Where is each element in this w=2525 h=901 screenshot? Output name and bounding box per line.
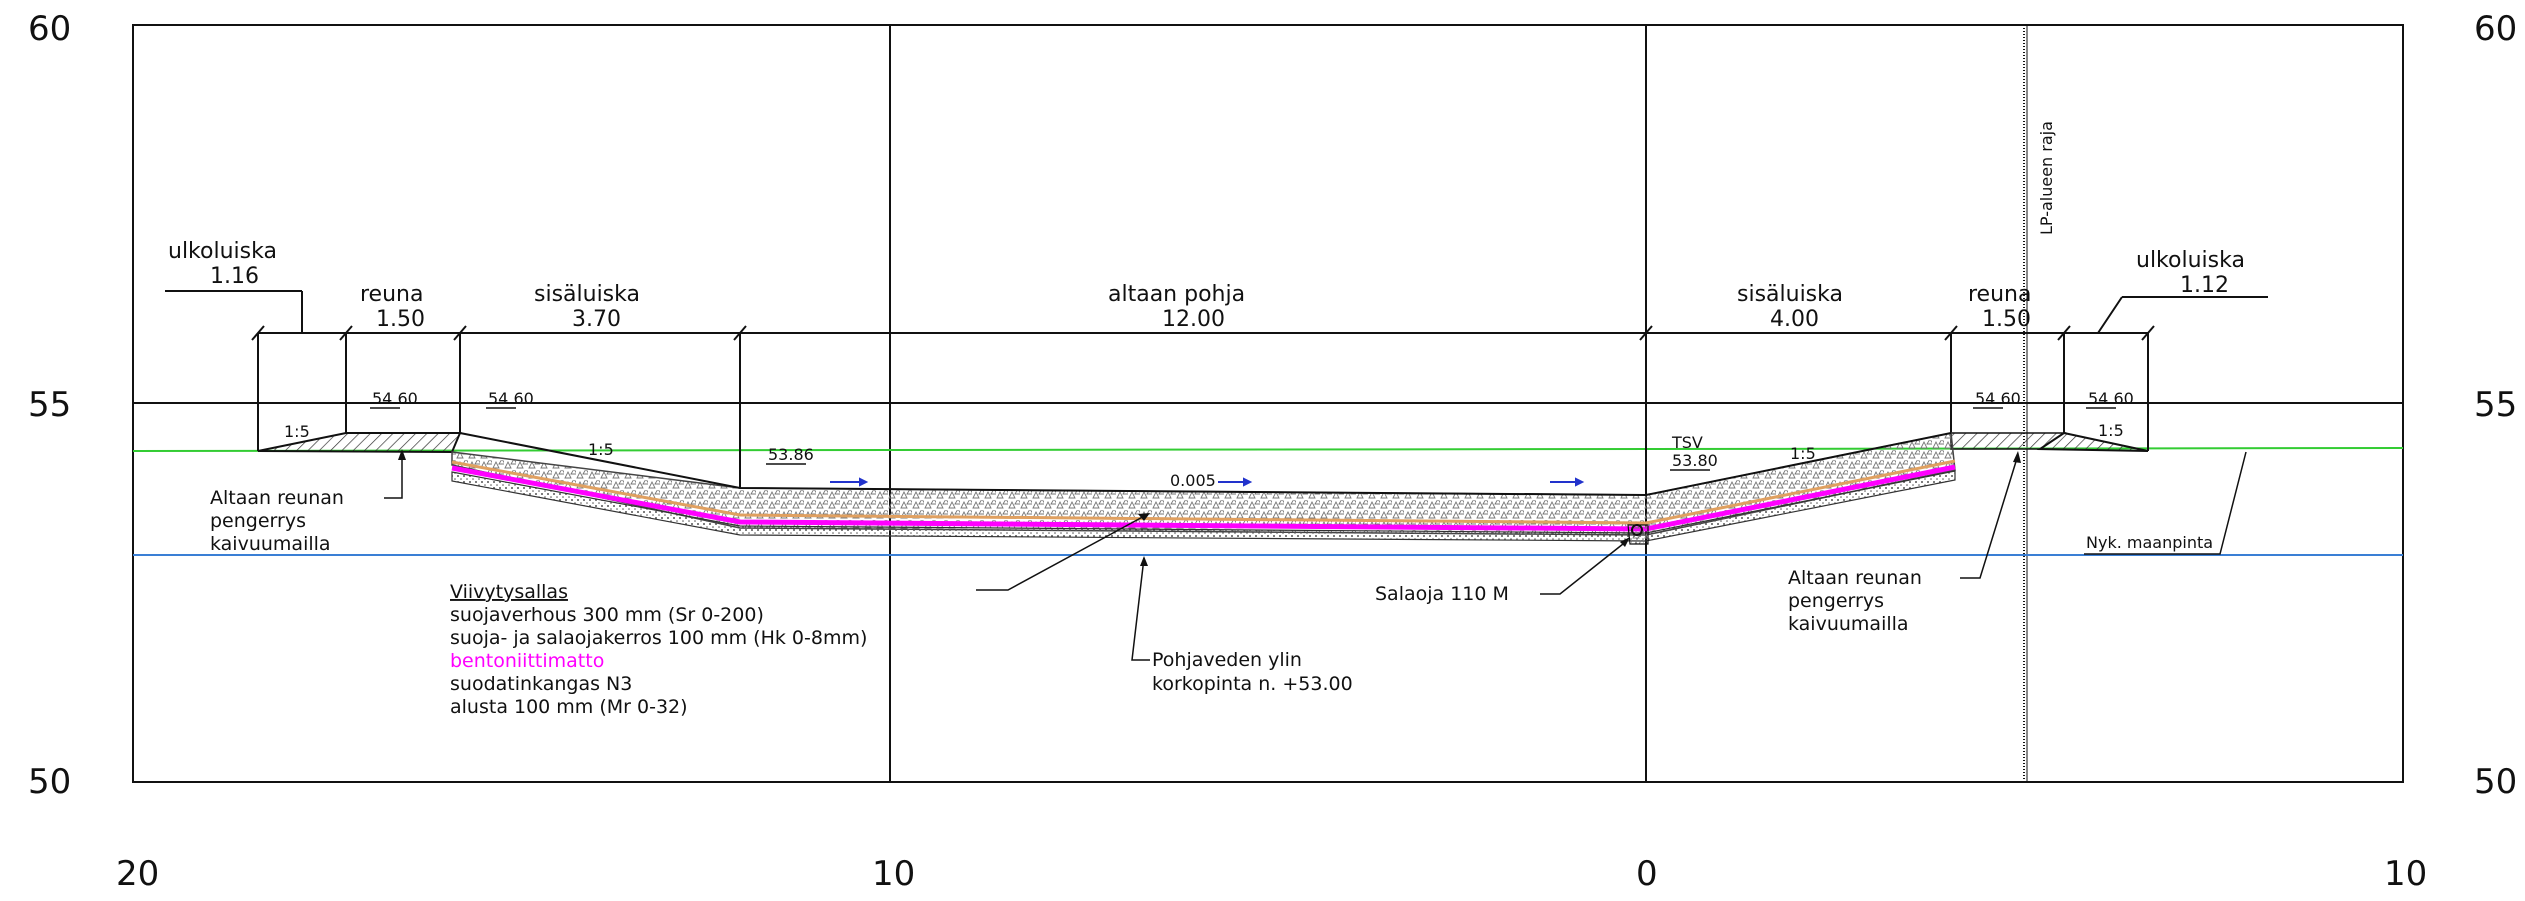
existing-ground-label: Nyk. maanpinta — [2086, 533, 2213, 552]
x-label-10: 10 — [872, 854, 915, 894]
bottom-slope-label: 0.005 — [1170, 471, 1216, 490]
level-left-crest-1: 54.60 — [372, 389, 418, 408]
x-label-0: 0 — [1636, 854, 1658, 894]
level-right-crest-1: 54.60 — [1975, 389, 2021, 408]
dimension-ticks — [251, 325, 2155, 495]
lp-boundary-label: LP-alueen raja — [2037, 121, 2056, 235]
drain-label: Salaoja 110 M — [1375, 583, 1509, 605]
layer-item-1: suojaverhous 300 mm (Sr 0-200) — [450, 604, 764, 626]
y-label-right-55: 55 — [2474, 385, 2517, 425]
y-label-left-50: 50 — [28, 762, 71, 802]
dim-right-reuna-value: 1.50 — [1982, 307, 2031, 332]
dim-left-ulkoluiska-value: 1.16 — [210, 264, 259, 289]
filter-layer — [451, 459, 1956, 525]
dim-right-sisaluiska-value: 4.00 — [1770, 307, 1819, 332]
y-label-right-50: 50 — [2474, 762, 2517, 802]
x-label-10-right: 10 — [2384, 854, 2427, 894]
slope-ratio-left-outer: 1:5 — [284, 422, 310, 441]
slope-ratio-right-inner: 1:5 — [1790, 444, 1816, 463]
level-right-crest-2: 54.60 — [2088, 389, 2134, 408]
layer-item-2: suoja- ja salaojakerros 100 mm (Hk 0-8mm… — [450, 627, 867, 649]
layer-item-5: alusta 100 mm (Mr 0-32) — [450, 696, 688, 718]
flow-arrows — [830, 477, 1585, 487]
y-label-left-55: 55 — [28, 385, 71, 425]
groundwater-line-1: Pohjaveden ylin — [1152, 649, 1302, 671]
x-label-20: 20 — [116, 854, 159, 894]
slope-ratio-right-outer: 1:5 — [2098, 421, 2124, 440]
dim-pohja-value: 12.00 — [1162, 307, 1225, 332]
level-left-crest-2: 54.60 — [488, 389, 534, 408]
bentonite-layer — [451, 464, 1956, 532]
level-tsv-label: TSV — [1671, 433, 1703, 452]
layers-leader — [976, 513, 1149, 591]
level-right-bottom: 53.80 — [1672, 451, 1718, 470]
dim-pohja-name: altaan pohja — [1108, 282, 1245, 307]
dim-left-reuna-name: reuna — [360, 282, 423, 307]
layers-title: Viivytysallas — [450, 581, 568, 603]
dim-left-ulkoluiska-name: ulkoluiska — [168, 239, 277, 264]
right-embankment-line-1: Altaan reunan — [1788, 567, 1922, 589]
y-label-right-60: 60 — [2474, 9, 2517, 49]
dim-left-sisaluiska-name: sisäluiska — [534, 282, 640, 307]
dim-right-sisaluiska-name: sisäluiska — [1737, 282, 1843, 307]
right-embankment-line-3: kaivuumailla — [1788, 613, 1909, 635]
layer-item-3: bentoniittimatto — [450, 650, 604, 672]
dim-right-ulkoluiska-value: 1.12 — [2180, 273, 2229, 298]
groundwater-line-2: korkopinta n. +53.00 — [1152, 673, 1353, 695]
dim-left-reuna-value: 1.50 — [376, 307, 425, 332]
layer-item-4: suodatinkangas N3 — [450, 673, 632, 695]
left-embankment-line-2: pengerrys — [210, 510, 306, 532]
base-layer — [451, 470, 1956, 542]
level-left-bottom: 53.86 — [768, 445, 814, 464]
left-embankment-line-1: Altaan reunan — [210, 487, 344, 509]
slope-ratio-left-inner: 1:5 — [588, 440, 614, 459]
y-label-left-60: 60 — [28, 9, 71, 49]
right-embankment-line-2: pengerrys — [1788, 590, 1884, 612]
basin-surface — [459, 432, 1952, 497]
dim-right-ulkoluiska-name: ulkoluiska — [2136, 248, 2245, 273]
left-embankment-line-3: kaivuumailla — [210, 533, 331, 555]
drain-pipe-icon — [1631, 524, 1643, 536]
dim-left-sisaluiska-value: 3.70 — [572, 307, 621, 332]
dim-right-reuna-name: reuna — [1968, 282, 2031, 307]
